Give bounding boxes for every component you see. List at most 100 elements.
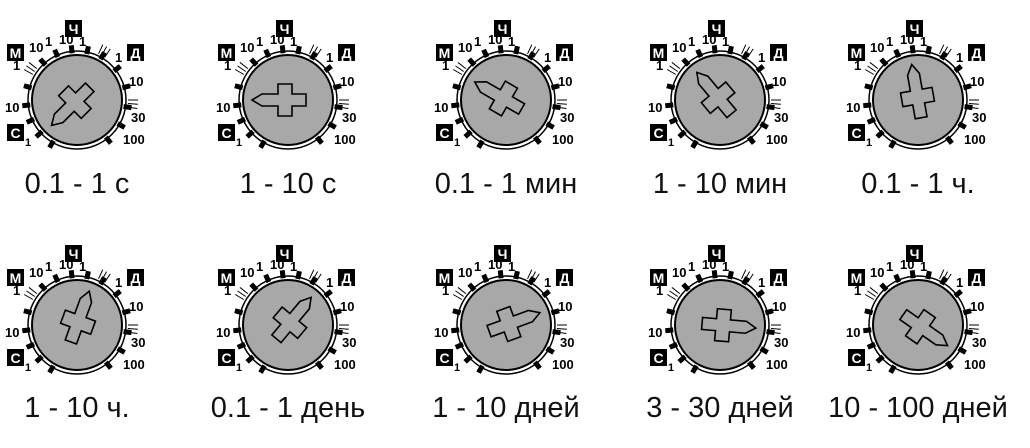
dial-hatch [338, 103, 349, 105]
dial-tick [953, 64, 963, 74]
scale-label: 1 [920, 259, 927, 274]
dial-hatch [869, 287, 879, 294]
scale-label: 1 [442, 58, 449, 73]
scale-label: 10 [970, 299, 984, 314]
scale-label: 10 [772, 74, 786, 89]
dial-tick [541, 289, 551, 299]
dial-hatch [939, 269, 945, 279]
scale-label: 10 [672, 265, 686, 280]
scale-label: 1 [224, 58, 231, 73]
dial-tick [665, 102, 674, 109]
minutes-badge: М [851, 270, 863, 286]
dial-tick [68, 270, 75, 279]
scale-label: 1 [866, 362, 872, 374]
dial-hatch [864, 294, 875, 300]
dial-tick [727, 45, 734, 55]
dial-tick [98, 276, 107, 286]
dial-tick [532, 360, 542, 370]
scale-label: 1 [256, 34, 263, 49]
dial-tick [741, 276, 750, 286]
dial-tick [677, 129, 687, 139]
dial-face [460, 54, 552, 146]
dial-caption: 0.1 - 1 ч. [861, 168, 975, 200]
minutes-badge: М [221, 45, 233, 61]
dial-tick [112, 64, 122, 74]
seconds-badge: С [439, 125, 449, 141]
dial-tick [888, 364, 897, 374]
scale-label: 30 [972, 110, 986, 125]
dial-tick [939, 276, 948, 286]
scale-label: 1 [668, 362, 674, 374]
dial-tick [451, 327, 460, 334]
dial-tick [875, 354, 885, 364]
scale-label: 1 [442, 283, 449, 298]
scale-label: 1 [886, 34, 893, 49]
hours-badge: Ч [498, 21, 508, 37]
dial-tick [454, 341, 465, 350]
scale-label: 10 [29, 40, 43, 55]
scale-label: 1 [236, 362, 242, 374]
scale-label: 1 [326, 275, 333, 290]
dial-tick [234, 83, 244, 91]
days-badge: Д [342, 270, 352, 286]
hours-badge-box [276, 20, 293, 37]
scale-label: 1 [688, 34, 695, 49]
dial-hatch [869, 62, 879, 69]
dial-tick [755, 289, 765, 299]
dial-hatch [26, 290, 35, 297]
dial-hatch [127, 106, 138, 109]
scale-label: 10 [129, 299, 143, 314]
scale-label: 1 [79, 34, 86, 49]
dial-tick [332, 308, 342, 316]
dial-pointer [898, 308, 949, 347]
dial-pointer [250, 83, 307, 117]
scale-label: 10 [216, 325, 230, 340]
dial-tick [944, 135, 954, 145]
dial-tick [327, 346, 337, 355]
minutes-badge-box [7, 44, 24, 61]
scale-label: 10 [434, 100, 448, 115]
dial-tick [665, 327, 674, 334]
scale-label: 10 [458, 265, 472, 280]
days-badge-box [127, 269, 144, 286]
scale-label: 10 [59, 257, 73, 272]
days-badge-box [968, 269, 985, 286]
scale-label: 1 [474, 259, 481, 274]
seconds-badge-box [848, 124, 865, 141]
dial-tick [263, 48, 272, 59]
scale-label: 1 [956, 275, 963, 290]
scale-label: 1 [454, 137, 460, 149]
seconds-badge-box [7, 349, 24, 366]
scale-label: 30 [774, 335, 788, 350]
dial-hatch [239, 287, 249, 294]
dial-hatch [127, 103, 138, 105]
dial-tick [759, 121, 769, 130]
dial-ring [868, 275, 968, 375]
dial-tick [249, 282, 259, 292]
dial-hatch [556, 328, 567, 330]
dial-tick [249, 57, 259, 67]
scale-label: 10 [216, 100, 230, 115]
hours-badge-box [494, 245, 511, 262]
dial-hatch [533, 273, 540, 283]
dial-tick [452, 83, 462, 91]
dial-hatch [864, 69, 875, 75]
dial-tick [864, 308, 874, 316]
days-badge: Д [560, 270, 570, 286]
scale-label: 10 [270, 32, 284, 47]
dial-tick [38, 282, 48, 292]
scale-label: 1 [688, 259, 695, 274]
dial-hatch [945, 273, 952, 283]
dial-tick [245, 129, 255, 139]
dial-face [674, 279, 766, 371]
dial-hatch [338, 106, 349, 109]
dial-tick [962, 83, 972, 91]
dial-tick [677, 354, 687, 364]
hours-badge-box [494, 20, 511, 37]
dial-hatch [939, 44, 945, 54]
seconds-badge: С [653, 125, 663, 141]
dial-hatch [23, 69, 34, 75]
dial-hatch [338, 331, 349, 334]
